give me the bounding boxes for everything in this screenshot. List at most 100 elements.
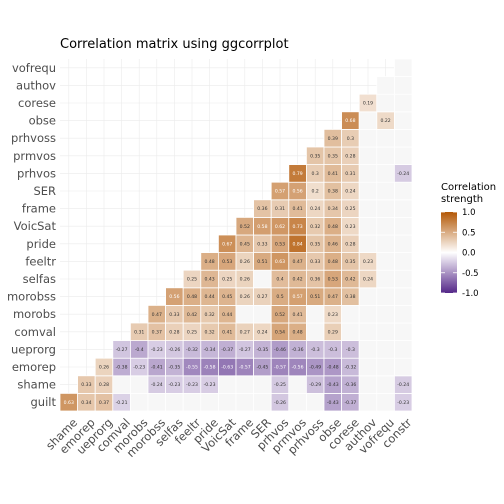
legend-title-line1: Correlation (441, 182, 496, 193)
cell-value-label: -0.24 (151, 382, 163, 388)
heatmap-cell-blank (376, 269, 395, 289)
cell-value-label: 0.48 (328, 224, 338, 230)
cell-value-label: 0.27 (240, 329, 250, 335)
heatmap-cell-blank (358, 287, 378, 306)
cell-value-label: 0.36 (310, 277, 320, 283)
cell-value-label: 0.25 (187, 329, 197, 335)
y-tick-label: morobs (13, 307, 56, 321)
cell-value-label: 0.3 (312, 171, 319, 177)
cell-value-label: -0.23 (168, 382, 180, 388)
heatmap-cell-blank (305, 322, 325, 342)
heatmap-cell-blank (376, 128, 395, 148)
heatmap-cell-blank (393, 58, 413, 78)
cell-value-label: 0.41 (222, 329, 232, 335)
cell-value-label: -0.23 (186, 382, 198, 388)
cell-value-label: -0.27 (116, 347, 128, 353)
heatmap-cell-blank (288, 392, 307, 412)
heatmap-cell-blank (376, 164, 395, 183)
cell-value-label: -0.4 (135, 347, 144, 353)
y-tick-label: emorep (12, 360, 56, 374)
cell-value-label: 0.44 (204, 294, 214, 300)
heatmap-cell-blank (393, 146, 413, 166)
y-tick-label: feeltr (25, 254, 56, 268)
heatmap-cell-blank (235, 304, 255, 324)
heatmap-cell-blank (358, 357, 378, 377)
cell-value-label: 0.44 (222, 312, 232, 318)
cell-value-label: 0.48 (292, 329, 302, 335)
cell-value-label: 0.57 (292, 294, 302, 300)
heatmap-cell-blank (341, 304, 360, 324)
heatmap-cell-blank (358, 164, 378, 183)
cell-value-label: -0.25 (274, 382, 286, 388)
y-tick-label: SER (33, 184, 56, 198)
heatmap-cell-blank (358, 322, 378, 342)
y-tick-label: selfas (23, 272, 56, 286)
cell-value-label: -0.24 (397, 382, 409, 388)
cell-value-label: -0.23 (397, 400, 409, 406)
cell-value-label: 0.48 (187, 294, 197, 300)
heatmap-cell-blank (253, 375, 272, 394)
cell-value-label: -0.41 (151, 365, 163, 371)
cell-value-label: 0.31 (275, 206, 285, 212)
cell-value-label: 0.24 (363, 277, 373, 283)
heatmap-cells: 0.63 0.34 0.37 -0.21 -0.26 -0.43 -0.37 -0.23 0.3… (59, 58, 413, 412)
heatmap-cell-blank (376, 76, 395, 95)
cell-value-label: 0.63 (64, 400, 74, 406)
y-tick-label: frame (22, 202, 56, 216)
cell-value-label: 0.23 (363, 259, 373, 265)
heatmap-cell-blank (217, 375, 237, 394)
y-axis-labels: guilt shame emorep ueprorg comval morobs morob… (7, 61, 57, 409)
heatmap-cell-blank (376, 252, 395, 271)
cell-value-label: 0.33 (169, 312, 179, 318)
cell-value-label: 0.23 (328, 312, 338, 318)
cell-value-label: -0.48 (327, 365, 339, 371)
cell-value-label: 0.2 (312, 189, 319, 195)
y-tick-label: ueprorg (11, 342, 56, 356)
cell-value-label: 0.51 (257, 259, 267, 265)
heatmap-cell-blank (393, 93, 413, 113)
legend-ticks: 1.0 0.5 0.0 -0.5 -1.0 (441, 208, 479, 299)
heatmap-cell-blank (200, 392, 219, 412)
cell-value-label: -0.43 (327, 382, 339, 388)
legend-tick-label: 0.5 (462, 228, 476, 238)
cell-value-label: 0.26 (240, 277, 250, 283)
heatmap-cell-blank (393, 357, 413, 377)
cell-value-label: -0.3 (311, 347, 320, 353)
heatmap-cell-blank (393, 340, 413, 359)
legend-tick-label: 0.0 (462, 249, 476, 259)
cell-value-label: -0.37 (344, 400, 356, 406)
cell-value-label: 0.84 (292, 241, 302, 247)
cell-value-label: 0.35 (310, 153, 320, 159)
cell-value-label: 0.68 (345, 118, 355, 124)
cell-value-label: 0.24 (257, 329, 267, 335)
legend-title-line2: strength (441, 194, 483, 205)
cell-value-label: 0.28 (99, 382, 109, 388)
cell-value-label: 0.24 (310, 206, 320, 212)
cell-value-label: 0.56 (169, 294, 179, 300)
cell-value-label: -0.35 (256, 347, 268, 353)
cell-value-label: 0.29 (328, 329, 338, 335)
heatmap-cell-blank (305, 304, 325, 324)
cell-value-label: 0.34 (81, 400, 91, 406)
heatmap-cell-blank (358, 111, 378, 130)
heatmap-cell-blank (147, 392, 167, 412)
heatmap-cell-blank (393, 181, 413, 201)
cell-value-label: 0.63 (275, 259, 285, 265)
heatmap-cell-blank (253, 392, 272, 412)
y-tick-label: vofrequ (12, 61, 56, 75)
cell-value-label: -0.26 (274, 400, 286, 406)
cell-value-label: 0.62 (275, 224, 285, 230)
cell-value-label: 0.53 (275, 241, 285, 247)
cell-value-label: 0.53 (222, 259, 232, 265)
heatmap-cell-blank (376, 146, 395, 166)
cell-value-label: -0.3 (328, 347, 337, 353)
heatmap-cell-blank (253, 304, 272, 324)
heatmap-cell-blank (341, 322, 360, 342)
cell-value-label: 0.35 (328, 153, 338, 159)
cell-value-label: 0.5 (276, 294, 283, 300)
y-tick-label: shame (17, 378, 56, 392)
cell-value-label: 0.39 (328, 136, 338, 142)
cell-value-label: 0.36 (257, 206, 267, 212)
y-tick-label: VoicSat (14, 219, 57, 233)
